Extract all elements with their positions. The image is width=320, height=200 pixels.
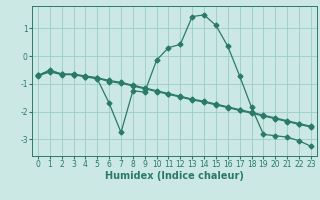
X-axis label: Humidex (Indice chaleur): Humidex (Indice chaleur) — [105, 171, 244, 181]
